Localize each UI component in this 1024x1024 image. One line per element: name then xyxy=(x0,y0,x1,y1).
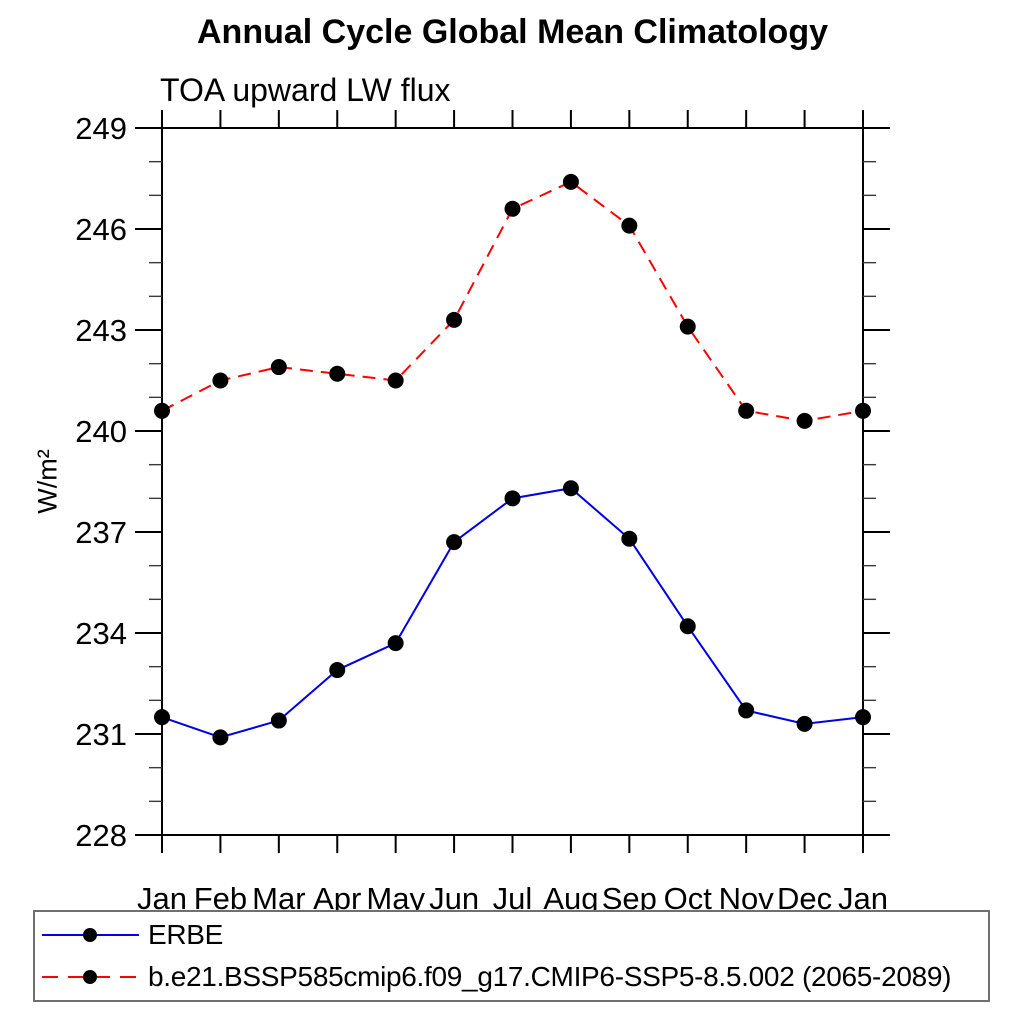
data-point-marker xyxy=(679,318,696,335)
chart-subtitle: TOA upward LW flux xyxy=(160,72,451,108)
legend-item-erbe: ERBE xyxy=(35,915,988,955)
data-point-marker xyxy=(504,200,521,217)
data-point-marker xyxy=(212,372,229,389)
erbe-line-sample-icon xyxy=(42,928,139,942)
data-point-marker xyxy=(154,402,170,419)
data-point-marker xyxy=(270,712,287,729)
y-tick-label: 249 xyxy=(75,111,127,146)
data-point-marker xyxy=(387,372,404,389)
y-tick-label: 246 xyxy=(75,212,127,247)
series-line-model xyxy=(161,180,864,422)
data-point-marker xyxy=(212,729,229,746)
series-line-erbe xyxy=(161,487,864,739)
y-tick-label: 243 xyxy=(75,313,127,348)
y-tick-label: 231 xyxy=(75,717,127,752)
data-point-marker xyxy=(855,402,871,419)
data-point-marker xyxy=(562,480,579,497)
data-point-marker xyxy=(329,365,346,382)
data-point-marker xyxy=(446,534,463,551)
legend: ERBE b.e21.BSSP585cmip6.f09_g17.CMIP6-SS… xyxy=(33,910,990,1002)
data-point-marker xyxy=(504,490,521,507)
data-point-marker xyxy=(621,530,638,547)
data-point-marker xyxy=(796,412,813,429)
data-point-marker xyxy=(738,702,755,719)
data-point-marker xyxy=(621,217,638,234)
y-tick-label: 237 xyxy=(75,515,127,550)
data-point-marker xyxy=(446,311,463,328)
legend-label-model: b.e21.BSSP585cmip6.f09_g17.CMIP6-SSP5-8.… xyxy=(148,961,952,992)
data-point-marker xyxy=(270,359,287,376)
model-line-sample-icon xyxy=(42,970,139,984)
page-title: Annual Cycle Global Mean Climatology xyxy=(197,13,828,51)
data-point-marker xyxy=(855,709,871,726)
data-point-marker xyxy=(679,618,696,635)
data-point-marker xyxy=(738,402,755,419)
data-point-marker xyxy=(562,173,579,190)
legend-item-model: b.e21.BSSP585cmip6.f09_g17.CMIP6-SSP5-8.… xyxy=(35,957,988,997)
legend-label-erbe: ERBE xyxy=(148,919,224,950)
data-point-marker xyxy=(387,635,404,652)
plot-frame xyxy=(161,127,864,836)
data-point-marker xyxy=(154,709,170,726)
data-point-marker xyxy=(796,715,813,732)
data-point-marker xyxy=(329,662,346,679)
y-tick-label: 240 xyxy=(75,414,127,449)
y-tick-label: 234 xyxy=(75,616,127,651)
y-tick-label: 228 xyxy=(75,818,127,853)
